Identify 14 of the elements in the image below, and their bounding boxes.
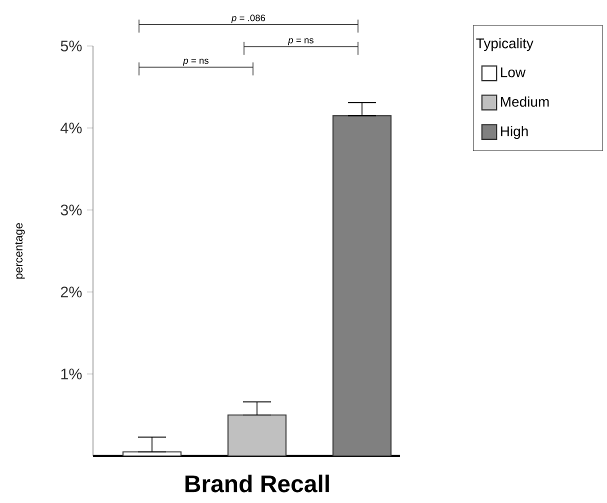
x-axis-title: Brand Recall: [186, 474, 329, 492]
legend-label: Low: [501, 68, 526, 78]
text: p = ns: [288, 38, 314, 46]
y-tick-label: 1%: [61, 368, 82, 380]
y-tick-label: 3%: [60, 204, 82, 216]
legend-title: Typicality: [476, 38, 534, 52]
legend-label: High: [501, 126, 528, 139]
y-axis-title: percentage: [15, 223, 25, 279]
legend-label: Medium: [501, 96, 549, 107]
y-tick-label: 5%: [60, 40, 82, 52]
text: p = .086: [231, 14, 266, 24]
annotation: p = ns: [182, 58, 208, 66]
y-tick-label: 4%: [60, 122, 82, 134]
y-tick-label: 2%: [60, 286, 82, 298]
